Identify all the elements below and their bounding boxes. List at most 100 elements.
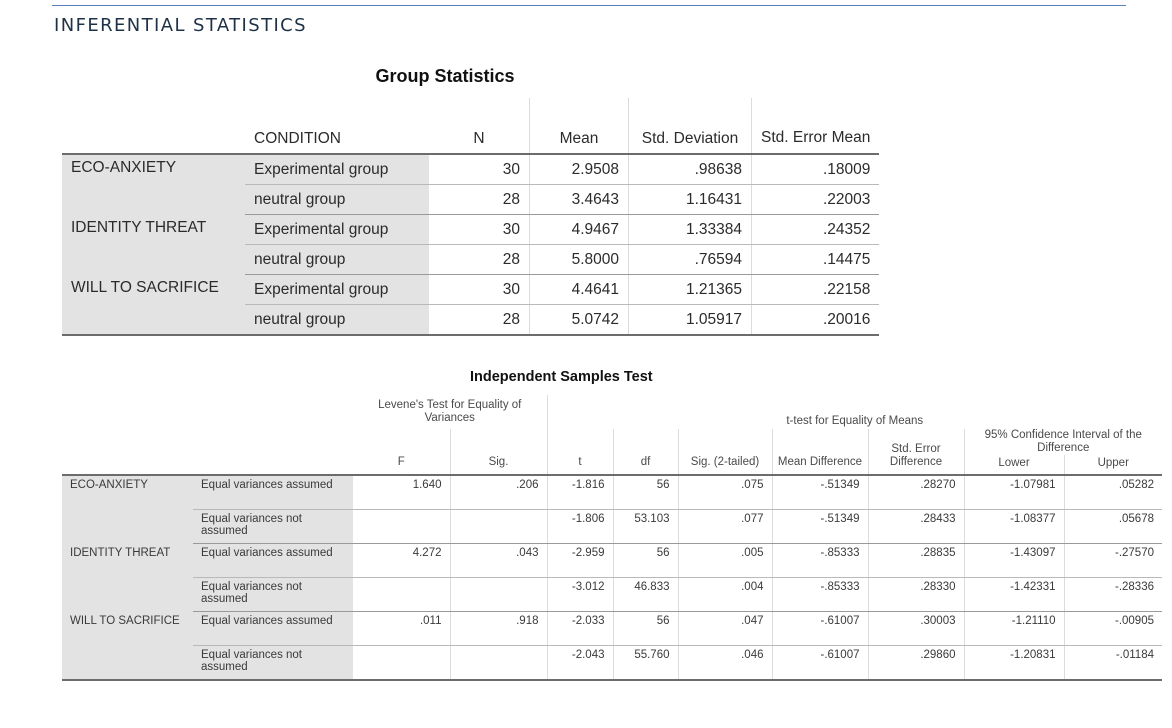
header-ttest: t-test for Equality of Means — [546, 395, 1162, 429]
assumption-label: Equal variances not assumed — [193, 509, 353, 544]
mean-value: 2.9508 — [529, 154, 629, 185]
header-std-deviation: Std. Deviation — [628, 98, 752, 154]
header-sig-2-tailed: Sig. (2-tailed) — [677, 429, 772, 475]
n-value: 28 — [429, 184, 530, 215]
condition-label: neutral group — [245, 244, 429, 275]
independent-samples-table: Levene's Test for Equality of Variances … — [62, 395, 1162, 681]
t-value: -1.806 — [546, 509, 613, 544]
table-row: ECO-ANXIETY Experimental group 30 2.9508… — [62, 154, 880, 215]
sd-value: .98638 — [628, 154, 752, 185]
sd-value: .76594 — [628, 244, 752, 275]
sig-2-tailed-value: .077 — [677, 509, 772, 544]
table-row: Equal variances not assumed -3.012 46.83… — [62, 577, 1162, 612]
assumption-label: Equal variances assumed — [193, 475, 353, 510]
variable-label: IDENTITY THREAT — [62, 214, 245, 275]
df-value: 46.833 — [612, 577, 678, 612]
table-row: neutral group 28 5.8000 .76594 .14475 — [62, 244, 880, 275]
header-blank — [62, 395, 353, 429]
header-levene: Levene's Test for Equality of Variances — [378, 399, 522, 424]
mean-difference-value: -.61007 — [771, 611, 868, 646]
header-condition: CONDITION — [254, 130, 341, 147]
assumption-label: Equal variances assumed — [193, 543, 353, 578]
condition-label: Experimental group — [245, 214, 429, 245]
mean-difference-value: -.51349 — [771, 509, 868, 544]
mean-difference-value: -.61007 — [771, 645, 868, 680]
sd-value: 1.33384 — [628, 214, 752, 245]
ci-upper-value: -.28336 — [1063, 577, 1162, 612]
ci-upper-value: -.00905 — [1063, 611, 1162, 646]
sig-value: .043 — [449, 543, 547, 578]
sd-value: 1.21365 — [628, 274, 752, 305]
header-sig: Sig. — [449, 429, 547, 475]
f-value — [353, 577, 450, 612]
condition-label: Experimental group — [245, 274, 429, 305]
sig-value: .206 — [449, 475, 547, 510]
mean-value: 5.8000 — [529, 244, 629, 275]
mean-value: 4.9467 — [529, 214, 629, 245]
std-error-difference-value: .29860 — [867, 645, 964, 680]
ci-lower-value: -1.07981 — [963, 475, 1064, 510]
header-blank — [62, 98, 245, 154]
table-row: Equal variances not assumed -1.806 53.10… — [62, 509, 1162, 544]
se-value: .22003 — [751, 184, 880, 215]
ci-lower-value: -1.42331 — [963, 577, 1064, 612]
header-mean: Mean — [529, 98, 629, 154]
table-row: neutral group 28 5.0742 1.05917 .20016 — [62, 304, 880, 335]
n-value: 30 — [429, 214, 530, 245]
group-statistics-title: Group Statistics — [375, 66, 515, 86]
se-value: .24352 — [751, 214, 880, 245]
mean-value: 3.4643 — [529, 184, 629, 215]
n-value: 28 — [429, 244, 530, 275]
ci-upper-value: .05282 — [1063, 475, 1162, 510]
header-df: df — [612, 429, 678, 475]
group-statistics-table: CONDITION N Mean Std. Deviation Std. Err… — [62, 98, 880, 336]
sig-2-tailed-value: .046 — [677, 645, 772, 680]
variable-label: WILL TO SACRIFICE — [62, 274, 245, 335]
assumption-label: Equal variances assumed — [193, 611, 353, 646]
std-error-difference-value: .30003 — [867, 611, 964, 646]
sd-value: 1.05917 — [628, 304, 752, 335]
header-blank — [62, 429, 353, 455]
header-std-error-mean: Std. Error Mean — [751, 98, 880, 154]
header-lower: Lower — [963, 455, 1064, 475]
sig-value — [449, 509, 547, 544]
variable-label: ECO-ANXIETY — [62, 154, 245, 215]
std-error-difference-value: .28835 — [867, 543, 964, 578]
ci-lower-value: -1.21110 — [963, 611, 1064, 646]
n-value: 30 — [429, 154, 530, 185]
t-value: -2.043 — [546, 645, 613, 680]
t-value: -1.816 — [546, 475, 613, 510]
condition-label: neutral group — [245, 304, 429, 335]
mean-value: 5.0742 — [529, 304, 629, 335]
ci-lower-value: -1.43097 — [963, 543, 1064, 578]
variable-label: IDENTITY THREAT — [62, 543, 193, 612]
table-row: ECO-ANXIETY Equal variances assumed 1.64… — [62, 475, 1162, 544]
sd-value: 1.16431 — [628, 184, 752, 215]
header-n: N — [473, 130, 485, 147]
ci-upper-value: -.27570 — [1063, 543, 1162, 578]
assumption-label: Equal variances not assumed — [193, 645, 353, 680]
f-value: 4.272 — [353, 543, 450, 578]
header-t: t — [546, 429, 613, 475]
f-value — [353, 646, 450, 681]
sig-2-tailed-value: .004 — [677, 577, 772, 612]
header-blank — [62, 455, 353, 475]
n-value: 28 — [429, 304, 530, 335]
sig-2-tailed-value: .005 — [677, 543, 772, 578]
header-mean-difference: Mean Difference — [771, 429, 868, 475]
sig-2-tailed-value: .075 — [677, 475, 772, 510]
mean-difference-value: -.85333 — [771, 577, 868, 612]
sig-2-tailed-value: .047 — [677, 611, 772, 646]
df-value: 55.760 — [612, 645, 678, 680]
header-std-error-difference: Std. Error Difference — [867, 429, 964, 475]
ci-upper-value: .05678 — [1063, 509, 1162, 544]
df-value: 56 — [612, 611, 678, 646]
t-value: -2.959 — [546, 543, 613, 578]
assumption-label: Equal variances not assumed — [193, 577, 353, 612]
df-value: 53.103 — [612, 509, 678, 544]
df-value: 56 — [612, 543, 678, 578]
f-value — [353, 509, 450, 544]
table-row: WILL TO SACRIFICE Equal variances assume… — [62, 611, 1162, 680]
std-error-difference-value: .28270 — [867, 475, 964, 510]
t-value: -3.012 — [546, 577, 613, 612]
